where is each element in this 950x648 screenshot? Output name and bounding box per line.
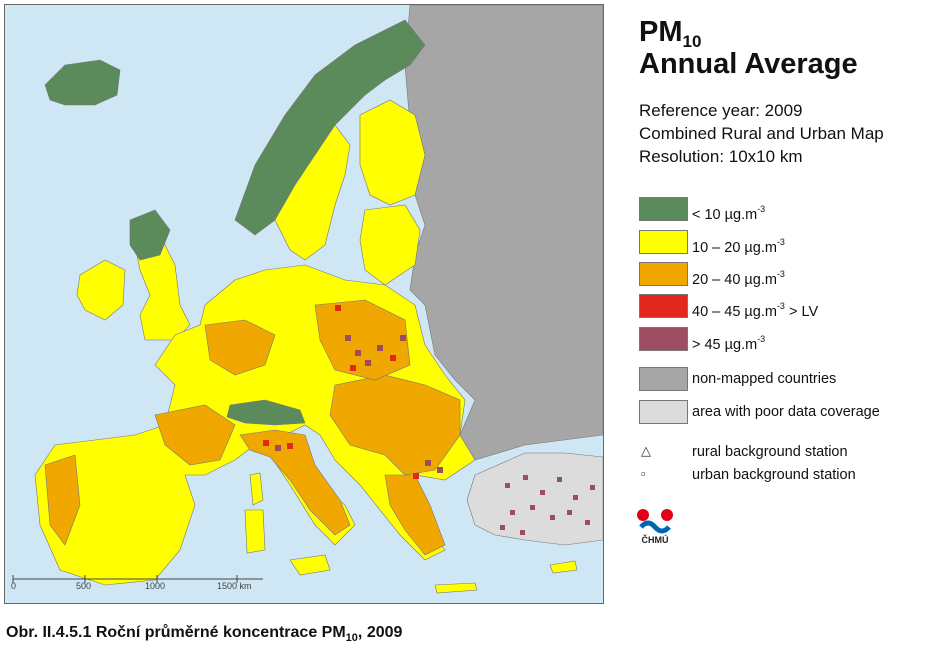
hotspot-square (355, 350, 361, 356)
station-square (573, 495, 578, 500)
legend-swatch (639, 294, 688, 318)
sardinia (244, 509, 266, 554)
legend-swatch (639, 230, 688, 254)
crete (434, 582, 478, 594)
title-pm: PM (639, 16, 683, 48)
station-square (557, 477, 562, 482)
station-markers (500, 475, 595, 535)
hotspot-square (335, 305, 341, 311)
resolution: Resolution: 10x10 km (639, 147, 803, 166)
caption-pre: Obr. II.4.5.1 Roční průměrné koncentrace… (6, 624, 346, 641)
map-subtitle: Annual Average (639, 48, 858, 80)
legend-label: 10 – 20 µg.m-3 (692, 237, 785, 256)
hotspot-square (350, 365, 356, 371)
map-type: Combined Rural and Urban Map (639, 124, 884, 143)
station-square (567, 510, 572, 515)
legend-swatch (639, 327, 688, 351)
scale-tick-500: 500 (76, 581, 91, 591)
title-subscript: 10 (682, 32, 702, 51)
legend-label: < 10 µg.m-3 (692, 204, 766, 223)
station-square (590, 485, 595, 490)
orange-zone-poland (314, 299, 411, 381)
orange-zone-france (154, 404, 236, 466)
legend-swatch (639, 197, 688, 221)
scale-tick-0: 0 (11, 581, 16, 591)
orange-zone-greece (384, 474, 446, 556)
legend-label: 40 – 45 µg.m-3 > LV (692, 301, 819, 320)
legend-panel: PM10 Annual Average Reference year: 2009… (612, 0, 950, 610)
scale-tick-1000: 1000 (145, 581, 165, 591)
area-swatch (639, 400, 688, 424)
hotspot-square (400, 335, 406, 341)
station-square (505, 483, 510, 488)
station-square (530, 505, 535, 510)
area-swatch (639, 367, 688, 391)
map-title: PM10 (639, 16, 701, 58)
finland (359, 99, 426, 206)
legend-label: > 45 µg.m-3 (692, 334, 766, 353)
station-square (510, 510, 515, 515)
triangle-icon: △ (641, 443, 651, 458)
caption-sub: 10 (345, 632, 358, 644)
logo-text: ČHMÚ (642, 534, 669, 545)
corsica (249, 472, 264, 506)
station-square (520, 530, 525, 535)
pm10-map: 0 500 1000 1500 km (4, 4, 604, 604)
hotspot-square (345, 335, 351, 341)
station-square (550, 515, 555, 520)
sicily (289, 554, 331, 576)
hotspot-square (275, 445, 281, 451)
legend-label: 20 – 40 µg.m-3 (692, 269, 785, 288)
hotspot-square (287, 443, 293, 449)
scale-tick-1500: 1500 km (217, 581, 252, 591)
marker-label: rural background station (692, 444, 848, 460)
orange-zone-east (329, 374, 461, 476)
hotspot-square (437, 467, 443, 473)
ireland (76, 259, 126, 321)
station-square (523, 475, 528, 480)
station-square (540, 490, 545, 495)
iceland (44, 59, 121, 106)
cyprus (549, 560, 578, 574)
square-icon: ▫ (641, 466, 646, 481)
scale-bar: 0 500 1000 1500 km (11, 575, 263, 591)
hotspot-markers (263, 305, 443, 479)
orange-zone-benelux (204, 319, 276, 376)
poor-coverage-region (466, 452, 603, 546)
legend-swatch (639, 262, 688, 286)
hotspot-square (390, 355, 396, 361)
baltic-states (359, 204, 421, 286)
orange-zone-spain-coast (44, 454, 81, 546)
hotspot-square (263, 440, 269, 446)
area-label: non-mapped countries (692, 371, 837, 387)
hotspot-square (377, 345, 383, 351)
hotspot-square (365, 360, 371, 366)
figure-caption: Obr. II.4.5.1 Roční průměrné koncentrace… (6, 624, 402, 644)
station-square (585, 520, 590, 525)
map-svg: 0 500 1000 1500 km (5, 5, 603, 603)
chmu-logo-icon: ČHMÚ (637, 509, 673, 545)
reference-year: Reference year: 2009 (639, 101, 803, 120)
scotland-green (129, 209, 171, 261)
sweden (274, 124, 351, 261)
hotspot-square (425, 460, 431, 466)
marker-label: urban background station (692, 467, 856, 483)
station-square (500, 525, 505, 530)
area-label: area with poor data coverage (692, 404, 880, 420)
caption-post: , 2009 (357, 624, 403, 641)
orange-zone-italy (239, 429, 351, 536)
hotspot-square (413, 473, 419, 479)
alps-green (226, 399, 306, 426)
